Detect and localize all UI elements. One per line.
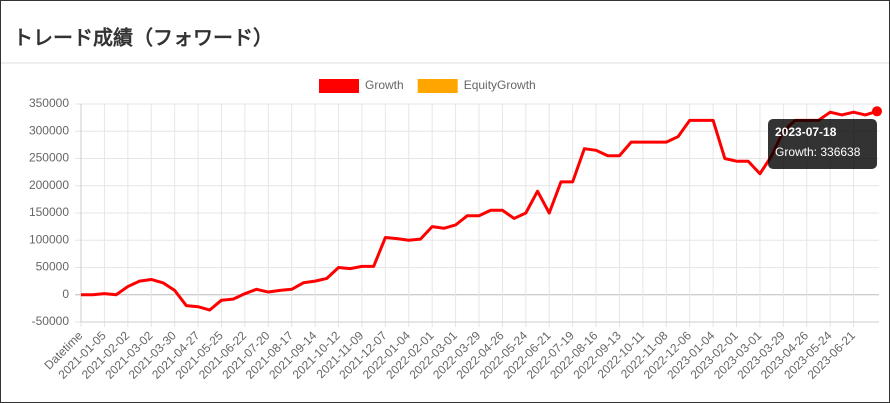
growth-line bbox=[81, 109, 878, 312]
y-tick-label: 0 bbox=[62, 287, 69, 301]
tooltip-text: Growth: 336638 bbox=[775, 145, 861, 159]
legend-swatch bbox=[417, 79, 458, 93]
y-tick-label: 350000 bbox=[29, 96, 69, 110]
y-tick-label: 50000 bbox=[36, 260, 70, 274]
legend-label: Growth bbox=[365, 78, 404, 92]
hover-point bbox=[872, 106, 882, 117]
legend-label: EquityGrowth bbox=[464, 78, 536, 92]
chart-title: トレード成績（フォワード） bbox=[13, 26, 273, 50]
y-tick-label: 300000 bbox=[29, 123, 69, 137]
y-tick-label: 250000 bbox=[29, 151, 69, 165]
y-tick-label: 200000 bbox=[29, 178, 69, 192]
y-tick-label: 150000 bbox=[29, 205, 69, 219]
y-tick-label: 100000 bbox=[29, 232, 69, 246]
y-tick-label: -50000 bbox=[32, 314, 70, 328]
legend-swatch bbox=[319, 79, 359, 93]
tooltip-box bbox=[768, 119, 877, 169]
tooltip-title: 2023-07-18 bbox=[775, 125, 837, 139]
